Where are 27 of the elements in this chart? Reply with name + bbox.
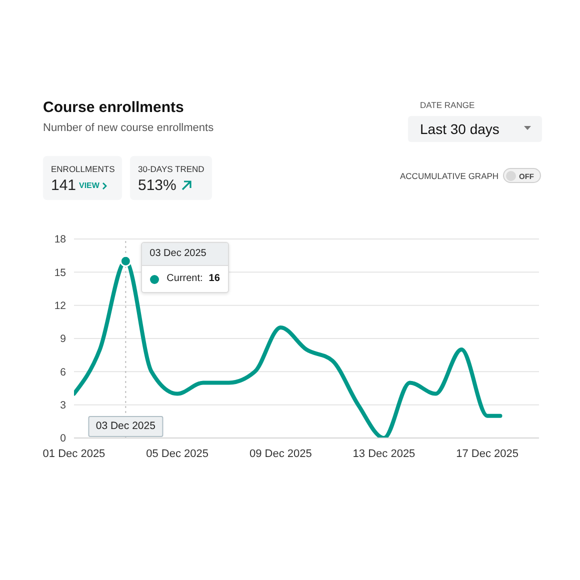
y-tick-label: 9 <box>60 333 66 346</box>
text: DATE RANGE <box>420 100 475 111</box>
text: 141 <box>51 177 76 195</box>
text: 30-DAYS TREND <box>138 164 204 175</box>
y-tick-label: 15 <box>54 266 66 279</box>
y-tick-label: 3 <box>60 400 66 412</box>
text: 513% <box>138 177 176 195</box>
tooltip-box: 03 Dec 2025 Current: 16 <box>140 242 229 293</box>
text: ENROLLMENTS <box>51 164 115 175</box>
x-tick-label: 01 Dec 2025 <box>42 448 106 460</box>
text: VIEW <box>79 181 100 191</box>
x-tick-label: 13 Dec 2025 <box>352 448 416 460</box>
ref-line-label: 03 Dec 2025 <box>88 416 164 437</box>
text: ACCUMULATIVE GRAPH <box>400 171 499 182</box>
annotation: 16 <box>208 273 220 285</box>
chart-title: Course enrollments <box>43 99 184 117</box>
legend-label: Current: <box>166 273 203 285</box>
annotation: 03 Dec 2025 <box>142 243 228 266</box>
y-tick-label: 18 <box>54 234 66 246</box>
chart-subtitle: Number of new course enrollments <box>43 121 214 135</box>
x-tick-label: 05 Dec 2025 <box>146 448 209 460</box>
y-tick-label: 6 <box>60 366 66 378</box>
text: Last 30 days <box>420 121 500 137</box>
y-tick-label: 12 <box>54 300 66 312</box>
x-tick-label: 17 Dec 2025 <box>456 448 519 460</box>
y-tick-label: 0 <box>60 432 66 445</box>
x-tick-label: 09 Dec 2025 <box>249 448 312 460</box>
